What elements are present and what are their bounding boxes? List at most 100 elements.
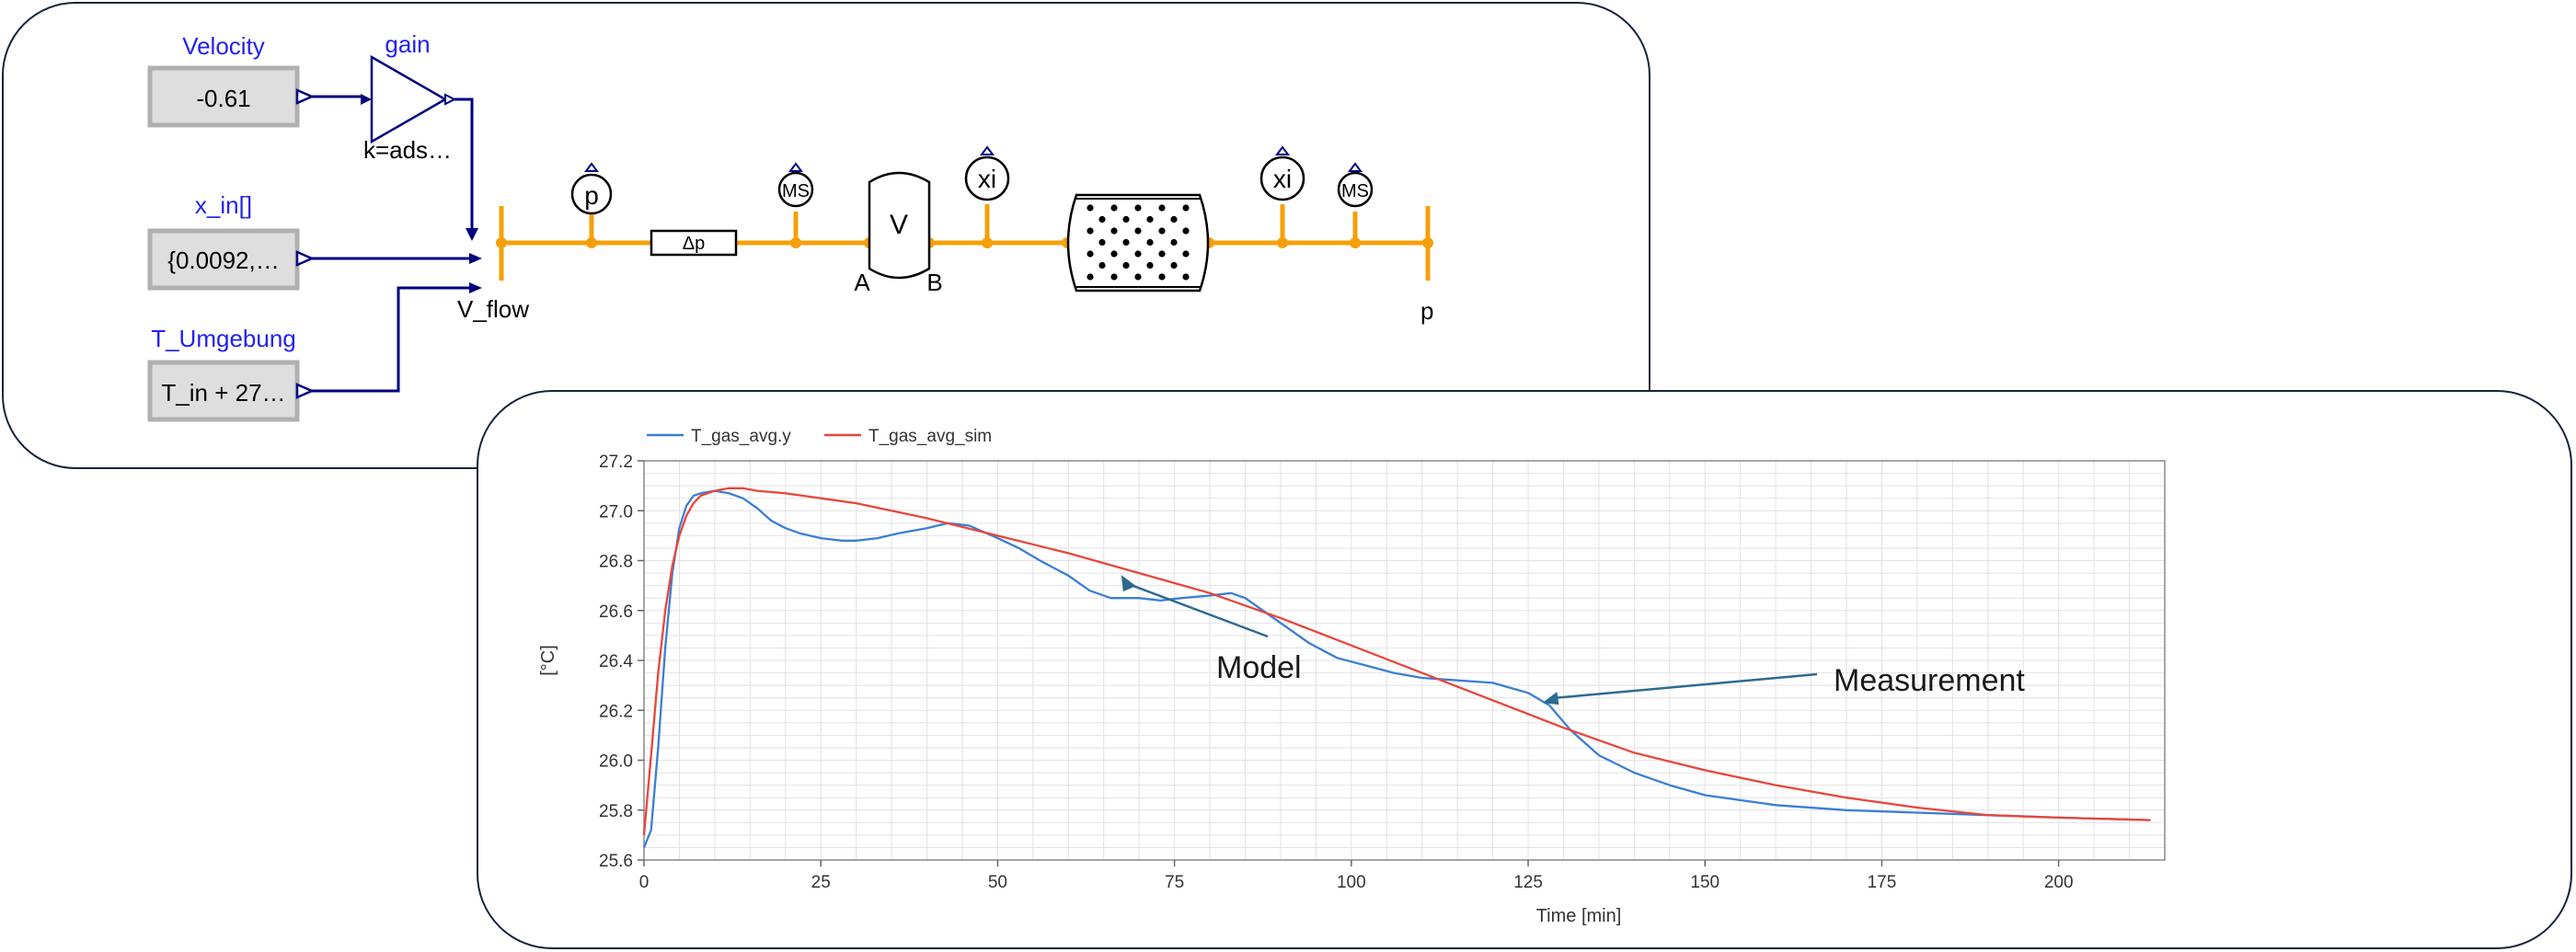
x-tick-label: 100 <box>1337 873 1366 892</box>
x-in-value: {0.0092,… <box>167 247 279 274</box>
xi-sensor-1[interactable]: xi <box>964 145 1010 201</box>
velocity-value: -0.61 <box>196 85 250 112</box>
pressure-drop-block[interactable]: Δp <box>650 229 738 257</box>
port-a-label: A <box>854 269 870 296</box>
x-tick-label: 125 <box>1513 873 1543 892</box>
packing-dot <box>1182 250 1190 258</box>
packing-dot <box>1122 261 1130 270</box>
y-tick-label: 27.2 <box>599 453 633 472</box>
y-tick-label: 26.0 <box>599 752 633 772</box>
ms-sensor-2[interactable]: MS <box>1337 162 1374 208</box>
xi-sensor-2[interactable]: xi <box>1259 145 1305 201</box>
pressure-sensor-label: p <box>584 181 599 210</box>
packing-dot <box>1098 261 1106 270</box>
packing-dot <box>1158 227 1166 235</box>
annotation-model-label: Model <box>1216 650 1302 685</box>
packing-dots <box>1087 204 1190 281</box>
chart-series <box>642 487 2151 848</box>
axis-ticks: 0 25 50 75 100 125 150 175 200 25.6 25.8 26.0 26.2 26… <box>599 453 2074 892</box>
packing-dot <box>1110 204 1118 212</box>
x-tick-label: 75 <box>1165 873 1184 892</box>
packing-dot <box>1134 273 1142 281</box>
packing-dot <box>1170 238 1178 247</box>
packing-dot <box>1182 273 1190 281</box>
y-tick-label: 26.2 <box>599 702 633 721</box>
output-port-icon <box>295 250 316 267</box>
v-flow-port-label: V_flow <box>457 295 529 323</box>
y-axis-title: [°C] <box>538 645 558 676</box>
packing-dot <box>1170 215 1178 224</box>
pressure-sensor[interactable]: p <box>570 162 613 215</box>
model-diagram: Velocity -0.61 x_in[] {0.0092,… T_Umgebu… <box>147 30 1433 422</box>
ms-sensor-1-label: MS <box>782 181 810 201</box>
annotation-model-arrow <box>1128 582 1269 638</box>
y-tick-label: 26.6 <box>599 602 633 622</box>
x-tick-label: 150 <box>1690 873 1719 892</box>
output-port-icon <box>444 93 457 106</box>
packing-dot <box>1098 215 1106 224</box>
ms-sensor-1[interactable]: MS <box>777 162 814 208</box>
packing-dot <box>1087 250 1094 258</box>
input-port-icon <box>361 94 372 105</box>
gain-label: gain <box>385 30 430 58</box>
packing-dot <box>1098 238 1106 247</box>
annotation-measurement-label: Measurement <box>1834 663 2025 698</box>
velocity-source-block[interactable]: Velocity -0.61 <box>147 32 316 128</box>
packing-dot <box>1087 273 1094 281</box>
p-port-label: p <box>1420 297 1433 325</box>
x-in-source-block[interactable]: x_in[] {0.0092,… <box>147 191 316 291</box>
chart-grid <box>644 461 2165 860</box>
velocity-label: Velocity <box>182 32 265 60</box>
output-port-icon <box>295 383 316 399</box>
packing-dot <box>1182 227 1190 235</box>
y-tick-label: 25.6 <box>599 852 633 871</box>
packing-dot <box>1134 227 1142 235</box>
t-umgebung-source-block[interactable]: T_Umgebung T_in + 27… <box>147 325 316 422</box>
xi-sensor-1-label: xi <box>978 165 996 193</box>
annotation-model-arrowhead <box>1121 575 1136 592</box>
y-tick-label: 27.0 <box>599 502 633 522</box>
t-umgebung-value: T_in + 27… <box>161 379 285 407</box>
wire-arrow-icon <box>466 228 478 241</box>
gain-block[interactable]: gain k=ads… <box>361 30 457 164</box>
adsorber-bed-block[interactable] <box>1066 193 1210 292</box>
annotation-measurement-arrowhead <box>1542 692 1559 705</box>
port-b-label: B <box>926 269 942 296</box>
packing-dot <box>1158 273 1166 281</box>
volume-block[interactable]: V A B <box>854 171 943 296</box>
x-tick-label: 25 <box>811 873 831 892</box>
legend-entry-measurement: T_gas_avg.y <box>691 427 791 446</box>
packing-dot <box>1110 250 1118 258</box>
x-in-label: x_in[] <box>195 191 252 219</box>
x-axis-title: Time [min] <box>1536 906 1622 926</box>
series-line-measurement <box>642 489 2151 848</box>
packing-dot <box>1158 204 1166 212</box>
packing-dot <box>1158 250 1166 258</box>
annotation-measurement-arrow <box>1551 672 1818 700</box>
series-line-simulation <box>642 487 2151 836</box>
ms-sensor-2-label: MS <box>1341 181 1369 201</box>
x-tick-label: 200 <box>2044 873 2074 892</box>
wire-arrow-icon <box>469 282 482 293</box>
t-umgebung-label: T_Umgebung <box>151 325 296 352</box>
plot-panel <box>477 390 2572 949</box>
gain-parameter: k=ads… <box>363 136 452 164</box>
wire-arrow-icon <box>469 253 482 264</box>
packing-dot <box>1146 238 1154 247</box>
y-tick-label: 25.8 <box>599 802 633 821</box>
packing-dot <box>1134 204 1142 212</box>
packing-dot <box>1146 215 1154 224</box>
packing-dot <box>1087 227 1094 235</box>
packing-dot <box>1122 215 1130 224</box>
x-tick-label: 0 <box>639 873 650 892</box>
volume-label: V <box>890 210 908 240</box>
y-tick-label: 26.4 <box>599 652 633 671</box>
packing-dot <box>1182 204 1190 212</box>
packing-dot <box>1134 250 1142 258</box>
y-tick-label: 26.8 <box>599 553 633 572</box>
packing-dot <box>1170 261 1178 270</box>
x-tick-label: 175 <box>1868 873 1897 892</box>
chart-annotations: Model Measurement <box>1121 575 2025 705</box>
packing-dot <box>1110 227 1118 235</box>
